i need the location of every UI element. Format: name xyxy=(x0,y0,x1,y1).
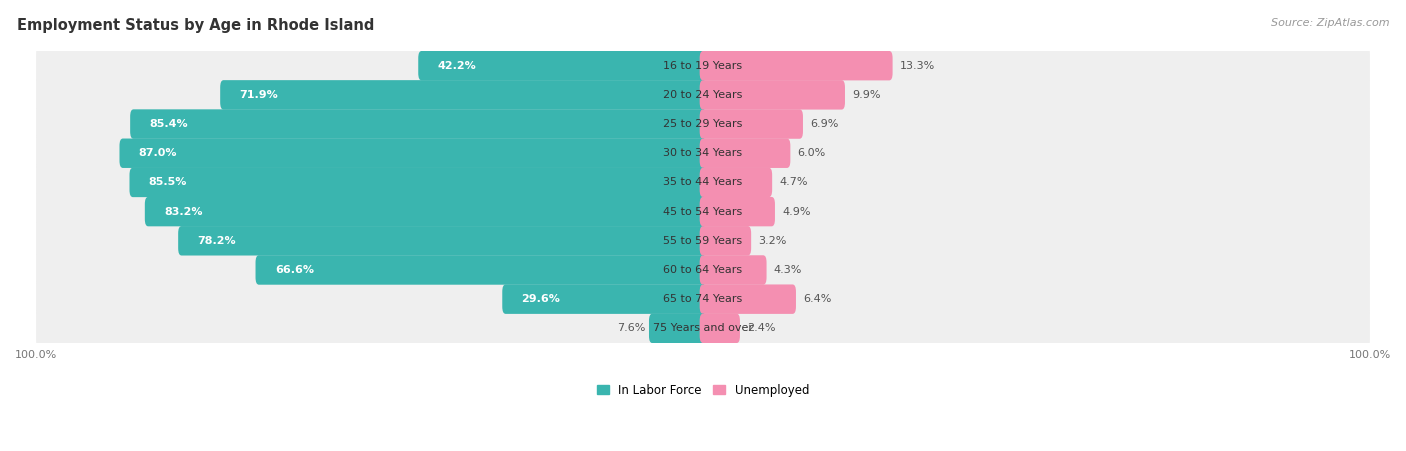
Text: 85.5%: 85.5% xyxy=(149,177,187,188)
Text: 45 to 54 Years: 45 to 54 Years xyxy=(664,207,742,216)
FancyBboxPatch shape xyxy=(502,285,706,314)
FancyBboxPatch shape xyxy=(700,80,845,110)
FancyBboxPatch shape xyxy=(37,162,1369,203)
Text: 83.2%: 83.2% xyxy=(165,207,202,216)
Text: 2.4%: 2.4% xyxy=(747,323,776,333)
FancyBboxPatch shape xyxy=(129,168,706,197)
Text: 87.0%: 87.0% xyxy=(139,148,177,158)
Legend: In Labor Force, Unemployed: In Labor Force, Unemployed xyxy=(592,379,814,401)
FancyBboxPatch shape xyxy=(256,255,706,285)
Text: 16 to 19 Years: 16 to 19 Years xyxy=(664,61,742,71)
FancyBboxPatch shape xyxy=(37,220,1369,262)
Text: 13.3%: 13.3% xyxy=(900,61,935,71)
FancyBboxPatch shape xyxy=(145,197,706,226)
FancyBboxPatch shape xyxy=(700,285,796,314)
Text: 55 to 59 Years: 55 to 59 Years xyxy=(664,236,742,246)
FancyBboxPatch shape xyxy=(37,103,1369,145)
Text: 60 to 64 Years: 60 to 64 Years xyxy=(664,265,742,275)
Text: 65 to 74 Years: 65 to 74 Years xyxy=(664,294,742,304)
FancyBboxPatch shape xyxy=(700,255,766,285)
FancyBboxPatch shape xyxy=(700,168,772,197)
FancyBboxPatch shape xyxy=(37,45,1369,87)
FancyBboxPatch shape xyxy=(700,109,803,139)
FancyBboxPatch shape xyxy=(37,191,1369,232)
Text: 9.9%: 9.9% xyxy=(852,90,880,100)
Text: 30 to 34 Years: 30 to 34 Years xyxy=(664,148,742,158)
FancyBboxPatch shape xyxy=(37,278,1369,320)
Text: 6.9%: 6.9% xyxy=(810,119,838,129)
Text: Employment Status by Age in Rhode Island: Employment Status by Age in Rhode Island xyxy=(17,18,374,33)
Text: 20 to 24 Years: 20 to 24 Years xyxy=(664,90,742,100)
FancyBboxPatch shape xyxy=(120,138,706,168)
FancyBboxPatch shape xyxy=(37,74,1369,115)
FancyBboxPatch shape xyxy=(131,109,706,139)
Text: 3.2%: 3.2% xyxy=(758,236,787,246)
Text: 42.2%: 42.2% xyxy=(437,61,477,71)
Text: 85.4%: 85.4% xyxy=(149,119,188,129)
FancyBboxPatch shape xyxy=(650,313,706,343)
FancyBboxPatch shape xyxy=(179,226,706,256)
FancyBboxPatch shape xyxy=(37,249,1369,291)
Text: 29.6%: 29.6% xyxy=(522,294,561,304)
FancyBboxPatch shape xyxy=(700,138,790,168)
Text: 4.3%: 4.3% xyxy=(773,265,803,275)
FancyBboxPatch shape xyxy=(700,51,893,80)
FancyBboxPatch shape xyxy=(418,51,706,80)
FancyBboxPatch shape xyxy=(37,308,1369,349)
Text: 6.0%: 6.0% xyxy=(797,148,825,158)
Text: Source: ZipAtlas.com: Source: ZipAtlas.com xyxy=(1271,18,1389,28)
Text: 78.2%: 78.2% xyxy=(197,236,236,246)
FancyBboxPatch shape xyxy=(37,133,1369,174)
FancyBboxPatch shape xyxy=(700,197,775,226)
FancyBboxPatch shape xyxy=(700,313,740,343)
Text: 6.4%: 6.4% xyxy=(803,294,832,304)
Text: 4.9%: 4.9% xyxy=(782,207,811,216)
Text: 7.6%: 7.6% xyxy=(617,323,645,333)
FancyBboxPatch shape xyxy=(221,80,706,110)
Text: 35 to 44 Years: 35 to 44 Years xyxy=(664,177,742,188)
Text: 4.7%: 4.7% xyxy=(779,177,808,188)
Text: 75 Years and over: 75 Years and over xyxy=(652,323,754,333)
FancyBboxPatch shape xyxy=(700,226,751,256)
Text: 25 to 29 Years: 25 to 29 Years xyxy=(664,119,742,129)
Text: 66.6%: 66.6% xyxy=(274,265,314,275)
Text: 71.9%: 71.9% xyxy=(239,90,278,100)
